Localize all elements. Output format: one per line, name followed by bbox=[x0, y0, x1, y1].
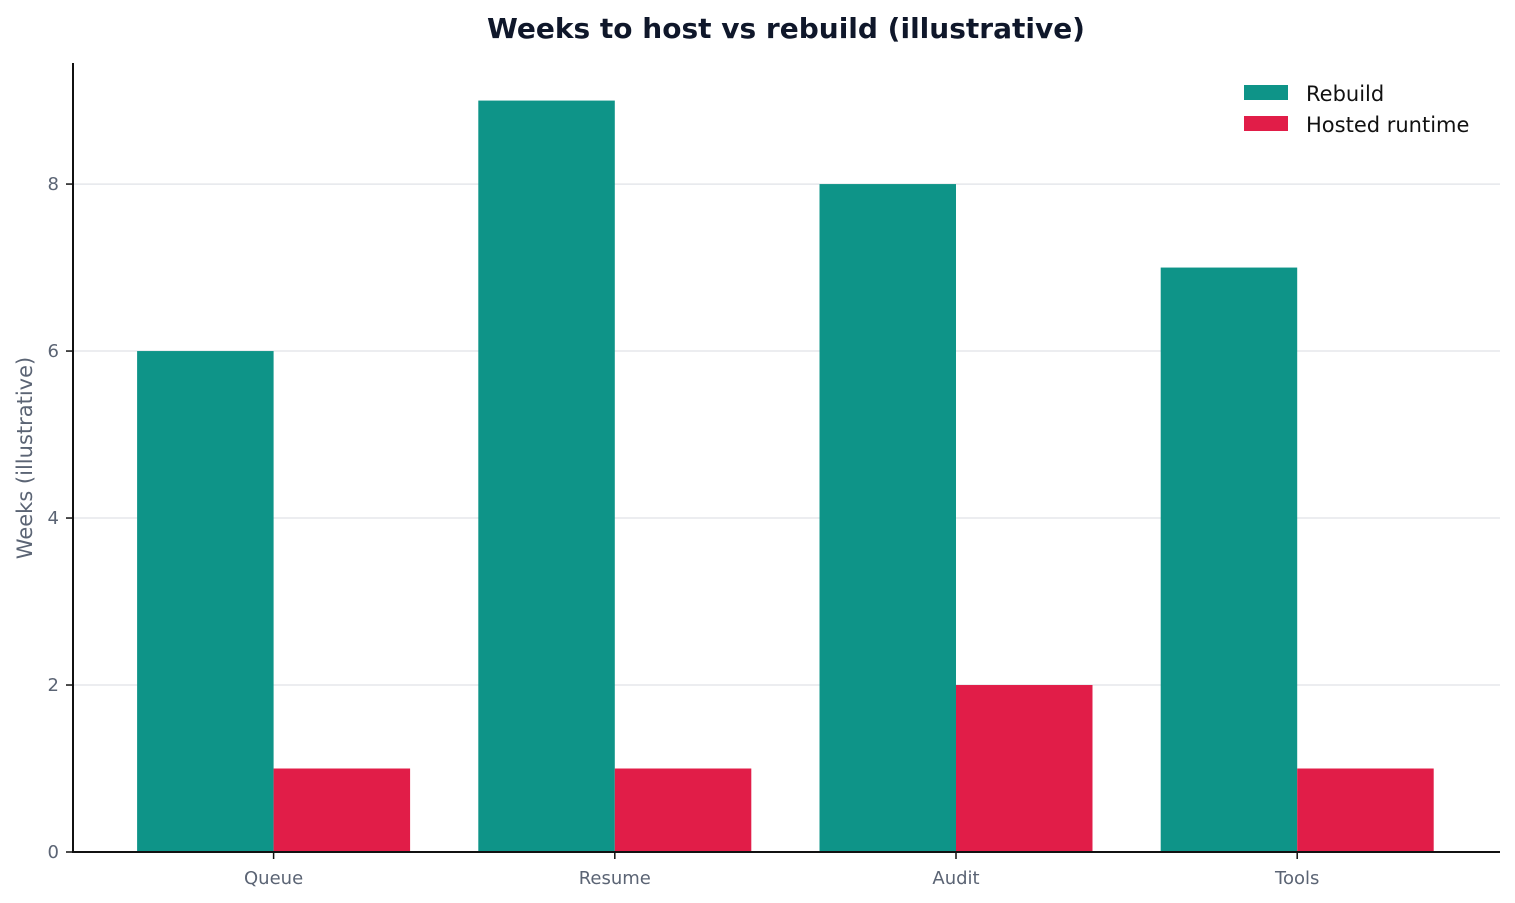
chart-title: Weeks to host vs rebuild (illustrative) bbox=[487, 12, 1085, 45]
bar-rebuild-resume bbox=[478, 100, 615, 853]
bar-hosted-runtime-resume bbox=[614, 768, 752, 852]
bar-rebuild-queue bbox=[137, 351, 274, 852]
bar-rebuild-audit bbox=[819, 184, 956, 853]
x-tick-label: Queue bbox=[244, 868, 303, 889]
x-tick-label: Audit bbox=[932, 868, 979, 889]
y-ticks: 0 2 4 6 8 bbox=[48, 174, 73, 863]
bars bbox=[137, 100, 1434, 853]
x-ticks: Queue Resume Audit Tools bbox=[244, 852, 1319, 889]
bar-hosted-runtime-tools bbox=[1297, 768, 1434, 852]
y-tick-label: 2 bbox=[48, 675, 59, 696]
bar-hosted-runtime-audit bbox=[956, 685, 1093, 852]
legend-label: Rebuild bbox=[1306, 82, 1384, 106]
legend: Rebuild Hosted runtime bbox=[1244, 82, 1469, 137]
legend-swatch bbox=[1244, 85, 1288, 100]
y-tick-label: 4 bbox=[48, 508, 59, 529]
x-tick-label: Resume bbox=[579, 868, 651, 889]
y-tick-label: 8 bbox=[48, 174, 59, 195]
axes bbox=[72, 63, 1500, 853]
legend-label: Hosted runtime bbox=[1306, 113, 1469, 137]
bar-hosted-runtime-queue bbox=[273, 768, 411, 852]
legend-swatch bbox=[1244, 116, 1288, 131]
y-axis-label: Weeks (illustrative) bbox=[13, 357, 37, 559]
bar-rebuild-tools bbox=[1160, 267, 1298, 852]
y-tick-label: 0 bbox=[48, 842, 59, 863]
x-tick-label: Tools bbox=[1274, 868, 1319, 889]
y-tick-label: 6 bbox=[48, 341, 59, 362]
